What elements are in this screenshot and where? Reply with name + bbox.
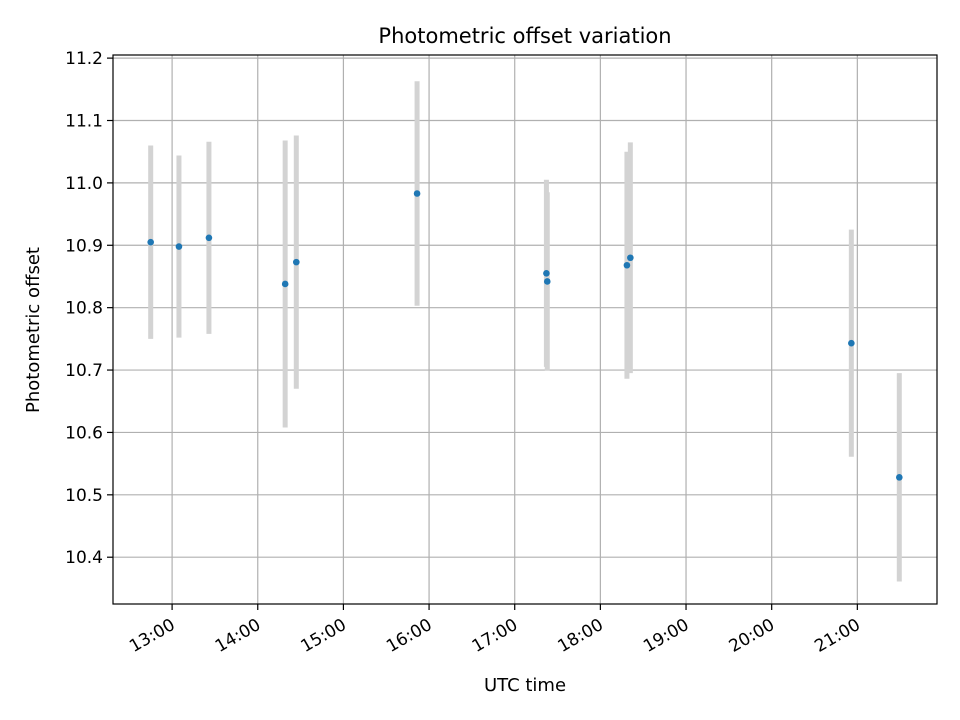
x-tick-label: 21:00 xyxy=(811,615,863,657)
data-point xyxy=(896,474,903,481)
data-point xyxy=(627,254,634,262)
x-axis-title: UTC time xyxy=(484,675,566,696)
y-tick-label: 11.0 xyxy=(65,174,103,194)
data-point xyxy=(293,258,300,266)
chart-title: Photometric offset variation xyxy=(378,24,671,48)
error-bars xyxy=(148,81,902,582)
data-point xyxy=(543,278,551,285)
y-tick-label: 10.8 xyxy=(65,299,103,319)
data-points xyxy=(147,190,903,481)
x-tick-label: 15:00 xyxy=(297,615,349,657)
grid-lines xyxy=(113,55,937,604)
x-tick-label: 18:00 xyxy=(554,615,606,657)
x-tick-label: 13:00 xyxy=(126,615,178,657)
data-point xyxy=(147,238,154,246)
y-axis-ticks: 10.4 10.5 10.6 10.7 10.8 10.9 11.0 11.1 11.2 xyxy=(65,49,113,568)
y-tick-label: 10.9 xyxy=(65,236,103,256)
y-tick-label: 10.6 xyxy=(65,423,103,443)
plot-frame xyxy=(112,54,938,605)
y-tick-label: 10.5 xyxy=(65,486,103,506)
y-tick-label: 11.2 xyxy=(65,49,103,69)
y-tick-label: 10.4 xyxy=(65,548,103,568)
y-axis-title: Photometric offset xyxy=(23,247,44,413)
data-point xyxy=(623,261,631,269)
x-tick-label: 20:00 xyxy=(726,615,778,657)
y-tick-label: 11.1 xyxy=(65,112,103,132)
data-point xyxy=(281,280,289,288)
data-point xyxy=(413,190,421,197)
x-tick-label: 16:00 xyxy=(383,615,435,657)
data-point xyxy=(205,234,213,242)
data-point xyxy=(175,243,183,250)
y-tick-label: 10.7 xyxy=(65,361,103,381)
x-tick-label: 17:00 xyxy=(469,615,521,657)
data-point xyxy=(543,270,550,277)
x-axis-ticks: 13:00 14:00 15:00 16:00 17:00 18:00 19:00 20:00… xyxy=(126,604,864,657)
x-tick-label: 14:00 xyxy=(212,615,264,657)
data-point xyxy=(848,339,855,347)
x-tick-label: 19:00 xyxy=(640,615,692,657)
